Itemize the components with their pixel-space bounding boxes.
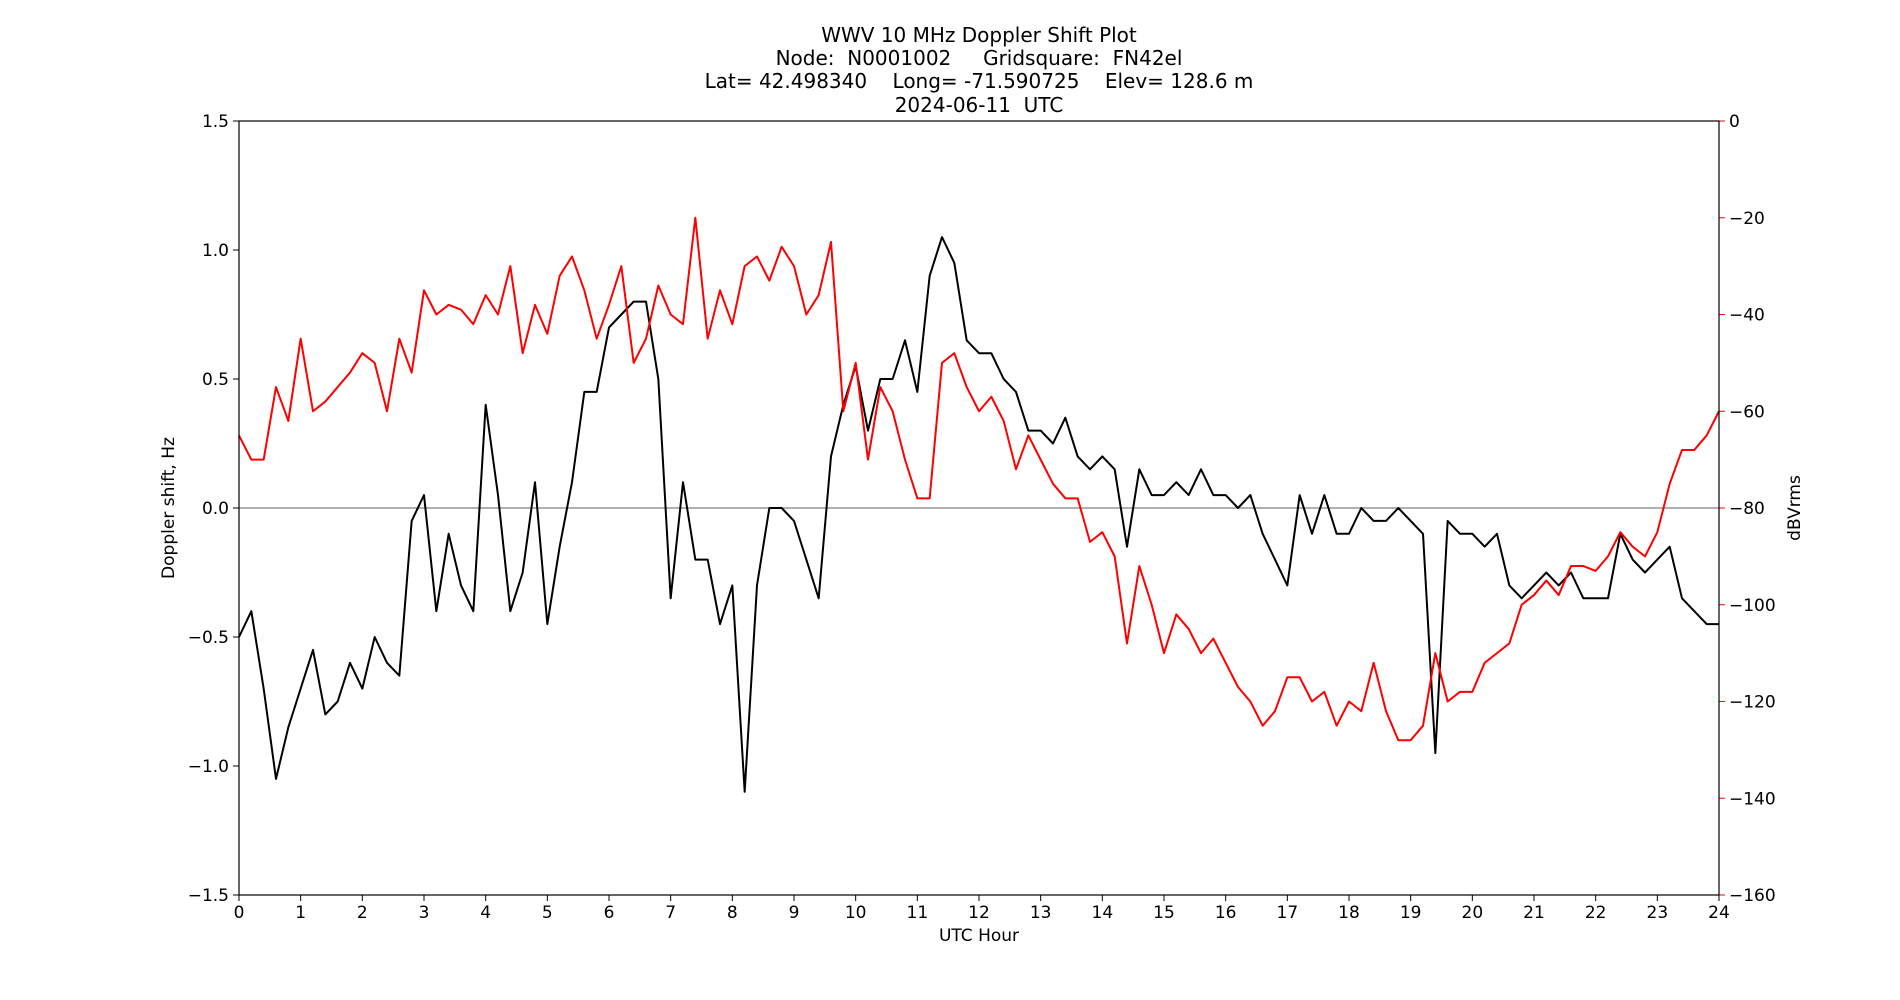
x-tick-label: 12	[968, 903, 990, 923]
y-tick-label: −1.0	[188, 757, 229, 777]
x-tick-label: 23	[1647, 903, 1669, 923]
x-axis-label: UTC Hour	[939, 926, 1019, 946]
y2-tick-label: 0	[1729, 112, 1740, 132]
x-tick-label: 2	[357, 903, 368, 923]
x-tick-label: 4	[480, 903, 491, 923]
x-tick-label: 9	[789, 903, 800, 923]
y2-tick-label: −20	[1729, 209, 1765, 229]
x-tick-label: 7	[665, 903, 676, 923]
y2-tick-label: −80	[1729, 499, 1765, 519]
data-line	[238, 236, 1719, 793]
x-tick-label: 22	[1585, 903, 1607, 923]
y-tick-label: 1.0	[202, 241, 229, 261]
plot-frame	[238, 120, 1720, 896]
y2-tick-label: −160	[1729, 886, 1776, 906]
y-tick-label: −1.5	[188, 886, 229, 906]
y-tick-label: −0.5	[188, 628, 229, 648]
y2-tick-label: −140	[1729, 789, 1776, 809]
y2-tick-label: −100	[1729, 596, 1776, 616]
y-tick-label: 0.5	[202, 370, 229, 390]
x-tick-label: 3	[419, 903, 430, 923]
x-tick-label: 13	[1030, 903, 1052, 923]
x-tick-label: 17	[1277, 903, 1299, 923]
x-tick-label: 6	[604, 903, 615, 923]
x-tick-label: 15	[1153, 903, 1175, 923]
x-tick-label: 20	[1462, 903, 1484, 923]
y-tick-label: 1.5	[202, 112, 229, 132]
y2-tick-label: −40	[1729, 306, 1765, 326]
x-tick-label: 24	[1708, 903, 1730, 923]
x-tick-label: 21	[1523, 903, 1545, 923]
x-tick-label: 11	[907, 903, 929, 923]
y2-tick-label: −60	[1729, 402, 1765, 422]
x-tick-label: 10	[845, 903, 867, 923]
y-tick-label: 0.0	[202, 499, 229, 519]
x-tick-label: 5	[542, 903, 553, 923]
x-tick-label: 14	[1092, 903, 1114, 923]
x-tick-label: 1	[295, 903, 306, 923]
y2-tick-label: −120	[1729, 693, 1776, 713]
x-tick-label: 18	[1338, 903, 1360, 923]
x-tick-label: 0	[234, 903, 245, 923]
x-tick-label: 8	[727, 903, 738, 923]
data-line	[238, 216, 1720, 742]
chart-title: Lat= 42.498340 Long= -71.590725 Elev= 12…	[705, 69, 1254, 93]
x-tick-label: 19	[1400, 903, 1422, 923]
x-tick-label: 16	[1215, 903, 1237, 923]
chart-title: Node: N0001002 Gridsquare: FN42el	[776, 46, 1183, 70]
y-axis-label: Doppler shift, Hz	[159, 437, 179, 579]
chart-title: 2024-06-11 UTC	[895, 93, 1064, 117]
y2-axis-label: dBVrms	[1785, 475, 1805, 541]
chart-title: WWV 10 MHz Doppler Shift Plot	[821, 23, 1137, 47]
